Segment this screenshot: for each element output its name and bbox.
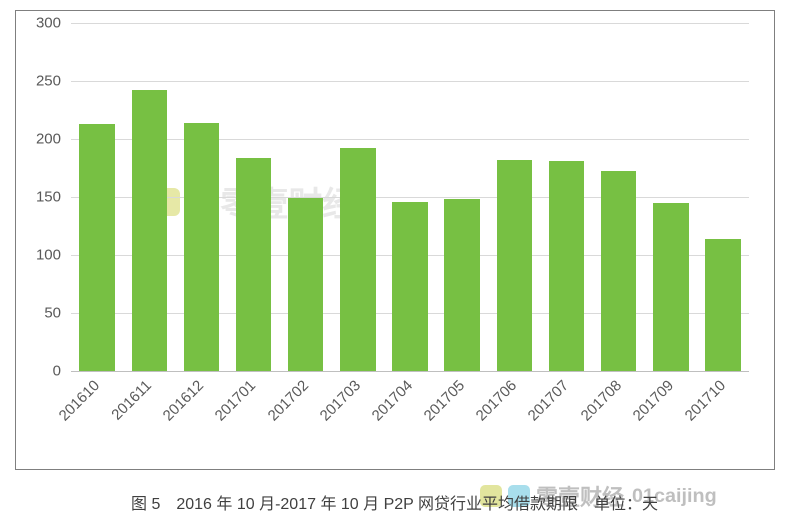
x-tick-label: 201710 <box>682 377 729 424</box>
y-tick-label: 300 <box>16 15 61 32</box>
x-tick-label: 201610 <box>56 377 103 424</box>
x-tick-label: 201707 <box>525 377 572 424</box>
bar <box>497 160 532 371</box>
x-tick-label: 201703 <box>316 377 363 424</box>
bar-slot: 201610 <box>71 23 123 371</box>
x-tick-label: 201611 <box>109 377 156 424</box>
x-tick-label: 201705 <box>421 377 468 424</box>
y-tick-label: 50 <box>16 305 61 322</box>
plot-area: 零壹财经 20161020161120161220170120170220170… <box>71 23 749 371</box>
x-tick-label: 201709 <box>629 377 676 424</box>
bar <box>601 171 636 371</box>
bar-slot: 201704 <box>384 23 436 371</box>
y-tick-label: 0 <box>16 363 61 380</box>
bar-slot: 201706 <box>488 23 540 371</box>
x-tick-label: 201702 <box>264 377 311 424</box>
bar <box>340 148 375 371</box>
bar <box>549 161 584 371</box>
y-tick-label: 150 <box>16 189 61 206</box>
bar-slot: 201708 <box>593 23 645 371</box>
figure-caption: 图 5 2016 年 10 月-2017 年 10 月 P2P 网贷行业平均借款… <box>0 490 789 514</box>
x-tick-label: 201704 <box>369 377 416 424</box>
gridline <box>71 371 749 372</box>
x-tick-label: 201708 <box>577 377 624 424</box>
bar <box>288 198 323 371</box>
bar-slot: 201611 <box>123 23 175 371</box>
chart-frame: 零壹财经 20161020161120161220170120170220170… <box>15 10 775 470</box>
bar-slot: 201709 <box>645 23 697 371</box>
x-tick-label: 201612 <box>160 377 207 424</box>
bar <box>79 124 114 371</box>
bar-slot: 201705 <box>436 23 488 371</box>
bar-slot: 201707 <box>540 23 592 371</box>
y-tick-label: 100 <box>16 247 61 264</box>
bar-slot: 201701 <box>227 23 279 371</box>
bar <box>392 202 427 371</box>
y-tick-label: 200 <box>16 131 61 148</box>
x-tick-label: 201706 <box>473 377 520 424</box>
bar <box>236 158 271 371</box>
x-tick-label: 201701 <box>212 377 259 424</box>
bar <box>444 199 479 371</box>
bar-slot: 201612 <box>175 23 227 371</box>
bar <box>184 123 219 371</box>
bar-slot: 201703 <box>332 23 384 371</box>
bar <box>132 90 167 371</box>
bar-slot: 201710 <box>697 23 749 371</box>
y-tick-label: 250 <box>16 73 61 90</box>
bar <box>653 203 688 371</box>
bar <box>705 239 740 371</box>
bar-slot: 201702 <box>280 23 332 371</box>
bars-container: 2016102016112016122017012017022017032017… <box>71 23 749 371</box>
